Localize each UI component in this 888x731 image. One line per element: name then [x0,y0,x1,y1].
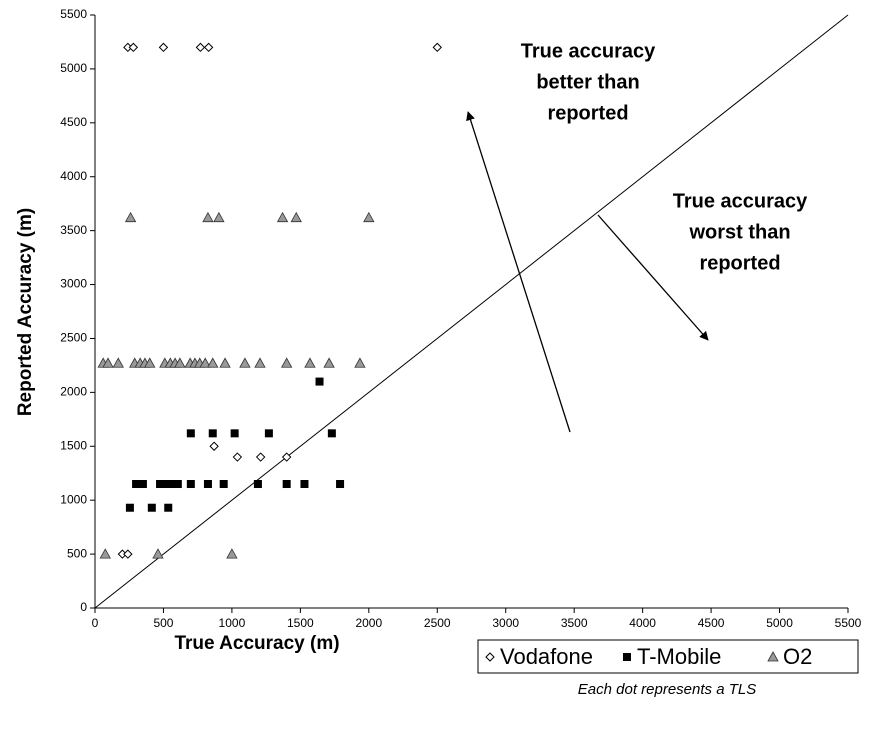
marker-triangle [290,211,302,223]
marker-triangle [363,211,375,223]
x-tick-label: 4500 [698,616,725,630]
x-tick-label: 1000 [219,616,246,630]
marker-square [138,480,147,489]
x-tick-label: 3500 [561,616,588,630]
marker-square [164,503,173,512]
legend-box [477,639,859,674]
y-tick-label: 4500 [60,115,87,129]
x-tick-label: 500 [153,616,173,630]
y-tick-label: 5500 [60,7,87,21]
legend-label: O2 [783,644,812,669]
marker-square [327,429,336,438]
marker-square [300,480,309,489]
marker-triangle [280,357,293,368]
marker-triangle [174,357,186,368]
y-tick-label: 2000 [60,385,87,399]
marker-square [208,429,217,438]
annotation: reported [547,102,628,124]
y-tick-label: 5000 [60,61,87,75]
marker-diamond [158,42,169,53]
x-tick-label: 1500 [287,616,314,630]
marker-square [315,377,324,386]
y-tick-label: 3000 [60,277,87,291]
marker-triangle [276,211,289,223]
marker-square [156,480,165,489]
legend-label: T-Mobile [637,644,721,669]
marker-triangle [99,548,111,559]
marker-square [623,653,631,661]
marker-triangle [112,357,124,368]
y-tick-label: 3500 [60,223,87,237]
marker-square [264,429,273,438]
y-tick-label: 1000 [60,492,87,506]
marker-triangle [254,357,266,368]
marker-triangle [102,357,114,368]
marker-square [125,503,134,512]
marker-diamond [195,42,206,53]
x-tick-label: 2500 [424,616,451,630]
caption: Each dot represents a TLS [578,681,756,698]
marker-diamond [232,452,243,462]
reference-line [94,14,849,609]
annotation: True accuracy [673,190,808,212]
marker-triangle [354,357,366,368]
marker-square [173,480,182,489]
x-tick-label: 2000 [355,616,382,630]
marker-square [186,480,195,489]
marker-triangle [323,357,335,368]
annotation: True accuracy [521,40,656,62]
y-axis-label: Reported Accuracy (m) [15,208,36,416]
marker-diamond [203,42,214,53]
marker-square [219,480,228,489]
marker-square [203,480,212,489]
marker-triangle [213,211,225,223]
marker-square [167,480,176,489]
marker-diamond [485,652,495,662]
marker-square [147,503,156,512]
marker-triangle [207,357,219,368]
y-tick-label: 500 [67,546,87,560]
marker-triangle [202,211,214,223]
marker-square [230,429,239,438]
annotation: worst than [688,221,790,243]
arrow [466,111,571,433]
x-tick-label: 0 [92,616,99,630]
marker-triangle [144,357,156,368]
marker-diamond [281,452,292,462]
marker-diamond [255,452,266,462]
legend-label: Vodafone [500,644,593,669]
x-tick-label: 4000 [629,616,656,630]
marker-diamond [209,441,219,451]
y-tick-label: 1500 [60,438,87,452]
arrow [597,214,709,341]
marker-triangle [199,357,211,368]
marker-triangle [767,651,779,662]
y-tick-label: 4000 [60,169,87,183]
marker-square [336,480,345,489]
marker-square [282,480,291,489]
x-tick-label: 3000 [492,616,519,630]
marker-triangle [304,357,316,368]
marker-triangle [124,211,137,223]
marker-triangle [226,548,238,559]
x-tick-label: 5500 [835,616,862,630]
marker-square [132,480,141,489]
y-tick-label: 0 [80,600,87,614]
annotation: reported [699,252,780,274]
marker-triangle [219,357,231,368]
marker-diamond [432,42,442,53]
marker-square [253,480,262,489]
marker-triangle [239,357,251,368]
marker-diamond [123,549,133,559]
marker-square [186,429,195,438]
x-tick-label: 5000 [766,616,793,630]
x-axis-label: True Accuracy (m) [174,633,339,654]
marker-diamond [128,42,139,53]
marker-square [162,480,171,489]
annotation: better than [536,71,639,93]
marker-triangle [152,548,164,559]
y-tick-label: 2500 [60,331,87,345]
